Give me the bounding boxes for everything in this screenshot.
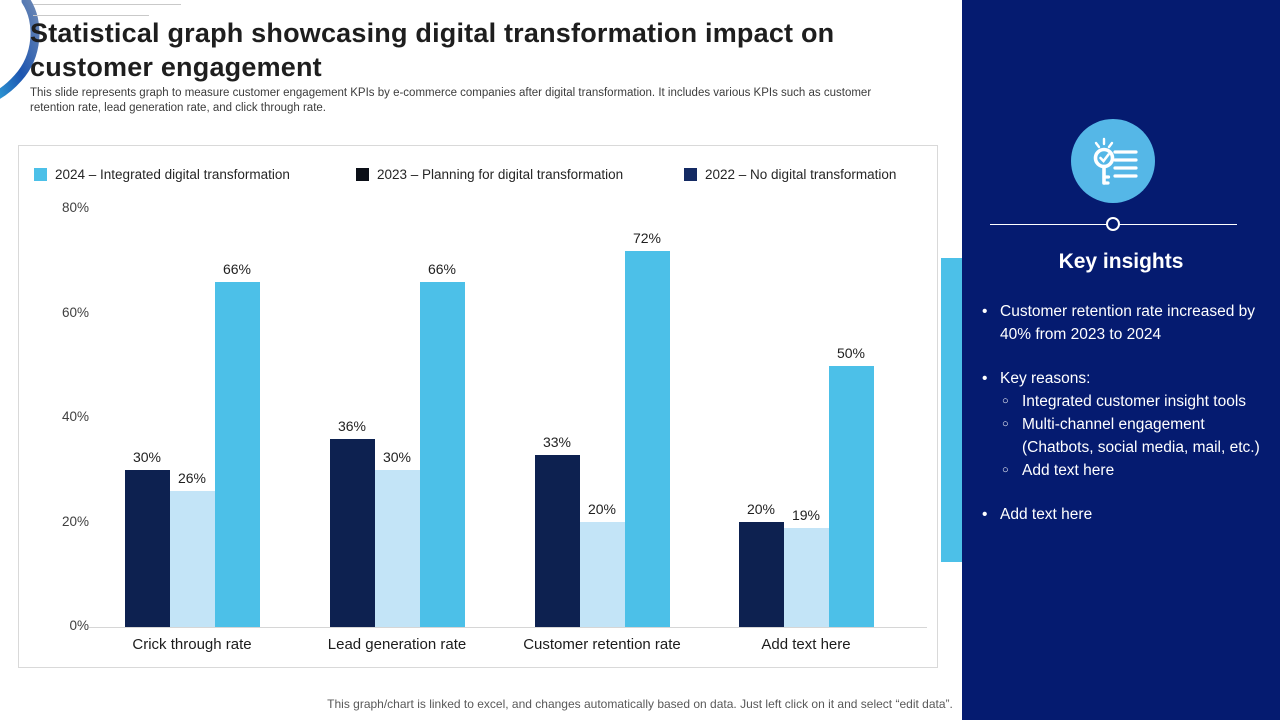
- legend-label: 2022 – No digital transformation: [705, 167, 897, 182]
- key-insights-panel: Key insights Customer retention rate inc…: [962, 0, 1280, 720]
- chart-bar[interactable]: [329, 439, 375, 627]
- chart-bar[interactable]: [579, 522, 625, 627]
- insight-text: Key reasons:: [1000, 370, 1091, 387]
- x-category-label: Add text here: [761, 636, 851, 653]
- insight-item: Customer retention rate increased by 40%…: [978, 300, 1270, 346]
- y-tick-label: 60%: [61, 304, 89, 320]
- bar-value-label: 33%: [542, 434, 572, 450]
- insight-sub-item: Multi-channel engagement (Chatbots, soci…: [1000, 413, 1270, 459]
- bar-value-label: 50%: [836, 345, 866, 361]
- y-tick-label: 80%: [61, 200, 89, 215]
- chart-bar[interactable]: [534, 455, 580, 627]
- key-checklist-icon: [1093, 137, 1138, 185]
- x-category-label: Customer retention rate: [523, 636, 681, 653]
- insights-list: Customer retention rate increased by 40%…: [978, 300, 1270, 547]
- key-insights-heading: Key insights: [1058, 250, 1184, 273]
- chart-bar[interactable]: [828, 366, 874, 627]
- bar-value-label: 20%: [746, 501, 776, 517]
- bar-value-label: 36%: [337, 418, 367, 434]
- bar-value-label: 66%: [222, 261, 252, 277]
- bar-value-label: 30%: [132, 449, 162, 465]
- plot-area: 30% 26% 66% 36% 30% 66% 33% 20% 72% 20% 19% 50%: [19, 209, 939, 627]
- header-rule-top: [33, 4, 181, 5]
- legend-swatch: [356, 168, 369, 181]
- chart-bar[interactable]: [374, 470, 420, 627]
- accent-strip: [941, 258, 962, 562]
- chart-bar[interactable]: [783, 528, 829, 627]
- insight-item: Add text here: [978, 503, 1270, 526]
- x-category-label: Lead generation rate: [327, 636, 467, 653]
- bar-value-label: 19%: [791, 507, 821, 523]
- page-subtitle: This slide represents graph to measure c…: [30, 87, 872, 114]
- insight-text: Customer retention rate increased by 40%…: [1000, 303, 1256, 343]
- legend-swatch: [34, 168, 47, 181]
- y-tick-label: 20%: [61, 513, 89, 529]
- divider-dot: [1106, 217, 1120, 231]
- bar-value-label: 72%: [632, 230, 662, 246]
- bar-value-label: 20%: [587, 501, 617, 517]
- bar-value-label: 26%: [177, 470, 207, 486]
- chart-bar[interactable]: [124, 470, 170, 627]
- chart-bar[interactable]: [214, 282, 260, 627]
- chart-bar[interactable]: [738, 522, 784, 627]
- x-category-label: Crick through rate: [132, 636, 252, 653]
- x-axis-line: [89, 627, 927, 628]
- insight-sub-list: Integrated customer insight tools Multi-…: [1000, 390, 1270, 482]
- legend-swatch: [684, 168, 697, 181]
- y-tick-label: 40%: [61, 409, 89, 424]
- engagement-bar-chart[interactable]: 2024 – Integrated digital transformation…: [18, 145, 938, 668]
- legend-item[interactable]: 2023 – Planning for digital transformati…: [356, 167, 623, 182]
- chart-bar[interactable]: [419, 282, 465, 627]
- insight-text: Add text here: [1000, 506, 1093, 523]
- legend-label: 2024 – Integrated digital transformation: [55, 167, 290, 182]
- bar-value-label: 30%: [382, 449, 412, 465]
- chart-bar[interactable]: [169, 491, 215, 627]
- header-rule-bottom: [33, 15, 149, 16]
- corner-arc-decoration: [0, 0, 40, 99]
- page-title: Statistical graph showcasing digital tra…: [30, 18, 835, 82]
- chart-bar[interactable]: [624, 251, 670, 627]
- insight-sub-item: Integrated customer insight tools: [1000, 390, 1270, 413]
- footer-note: This graph/chart is linked to excel, and…: [327, 697, 953, 711]
- key-badge: [1071, 119, 1155, 203]
- legend-item[interactable]: 2024 – Integrated digital transformation: [34, 167, 290, 182]
- legend-label: 2023 – Planning for digital transformati…: [377, 167, 624, 182]
- y-tick-label: 0%: [69, 618, 89, 633]
- bar-value-label: 66%: [427, 261, 457, 277]
- divider-line: [990, 217, 1237, 231]
- insight-sub-item: Add text here: [1000, 459, 1270, 482]
- insight-item: Key reasons: Integrated customer insight …: [978, 367, 1270, 482]
- legend-item[interactable]: 2022 – No digital transformation: [684, 167, 896, 182]
